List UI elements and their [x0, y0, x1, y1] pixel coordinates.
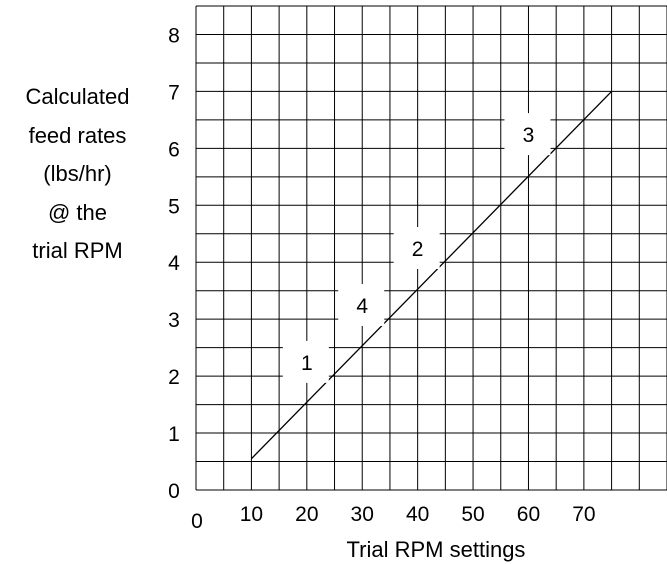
- point-label-bg: [338, 283, 385, 326]
- y-axis-label-line-5: trial RPM: [32, 238, 123, 263]
- point-label-bg: [282, 340, 329, 383]
- point-label-4: 4: [356, 295, 368, 318]
- y-tick-label: 5: [168, 195, 180, 218]
- y-axis-label-line-3: (lbs/hr): [43, 161, 112, 186]
- y-tick-label: 7: [168, 81, 180, 104]
- y-tick-labels: 0 1 2 3 4 5 6 7 8: [168, 24, 180, 503]
- x-tick-label: 20: [295, 503, 318, 526]
- point-label-3: 3: [523, 124, 535, 147]
- x-tick-label: 60: [517, 503, 540, 526]
- x-tick-label: 50: [461, 503, 484, 526]
- grid: [195, 5, 667, 491]
- y-tick-label: 6: [168, 138, 180, 161]
- point-label-bg: [504, 113, 551, 156]
- y-tick-label: 0: [168, 480, 180, 503]
- x-tick-label: 40: [406, 503, 429, 526]
- x-axis-label: Trial RPM settings: [347, 537, 526, 562]
- y-tick-label: 8: [168, 24, 180, 47]
- trend-line: [250, 90, 613, 460]
- y-axis-label-line-1: Calculated: [25, 84, 130, 109]
- y-tick-label: 2: [168, 366, 180, 389]
- y-axis-label-line-4: @ the: [47, 199, 108, 225]
- y-tick-label: 1: [168, 423, 180, 446]
- y-axis-label-line-2: feed rates: [28, 122, 127, 148]
- point-label-bg: [393, 227, 440, 269]
- point-labels: 1 4 2 3: [282, 113, 551, 383]
- x-tick-label: 0: [191, 510, 203, 533]
- point-label-1: 1: [301, 352, 313, 375]
- x-tick-label: 30: [351, 503, 374, 526]
- x-tick-label: 10: [240, 503, 263, 526]
- x-tick-labels: 0 10 20 30 40 50 60 70: [191, 503, 595, 533]
- point-label-2: 2: [412, 238, 424, 261]
- y-axis-label: Calculated feed rates (lbs/hr) @ the tri…: [0, 78, 155, 271]
- y-tick-label: 4: [168, 252, 180, 275]
- y-tick-label: 3: [168, 309, 180, 332]
- x-tick-label: 70: [572, 503, 595, 526]
